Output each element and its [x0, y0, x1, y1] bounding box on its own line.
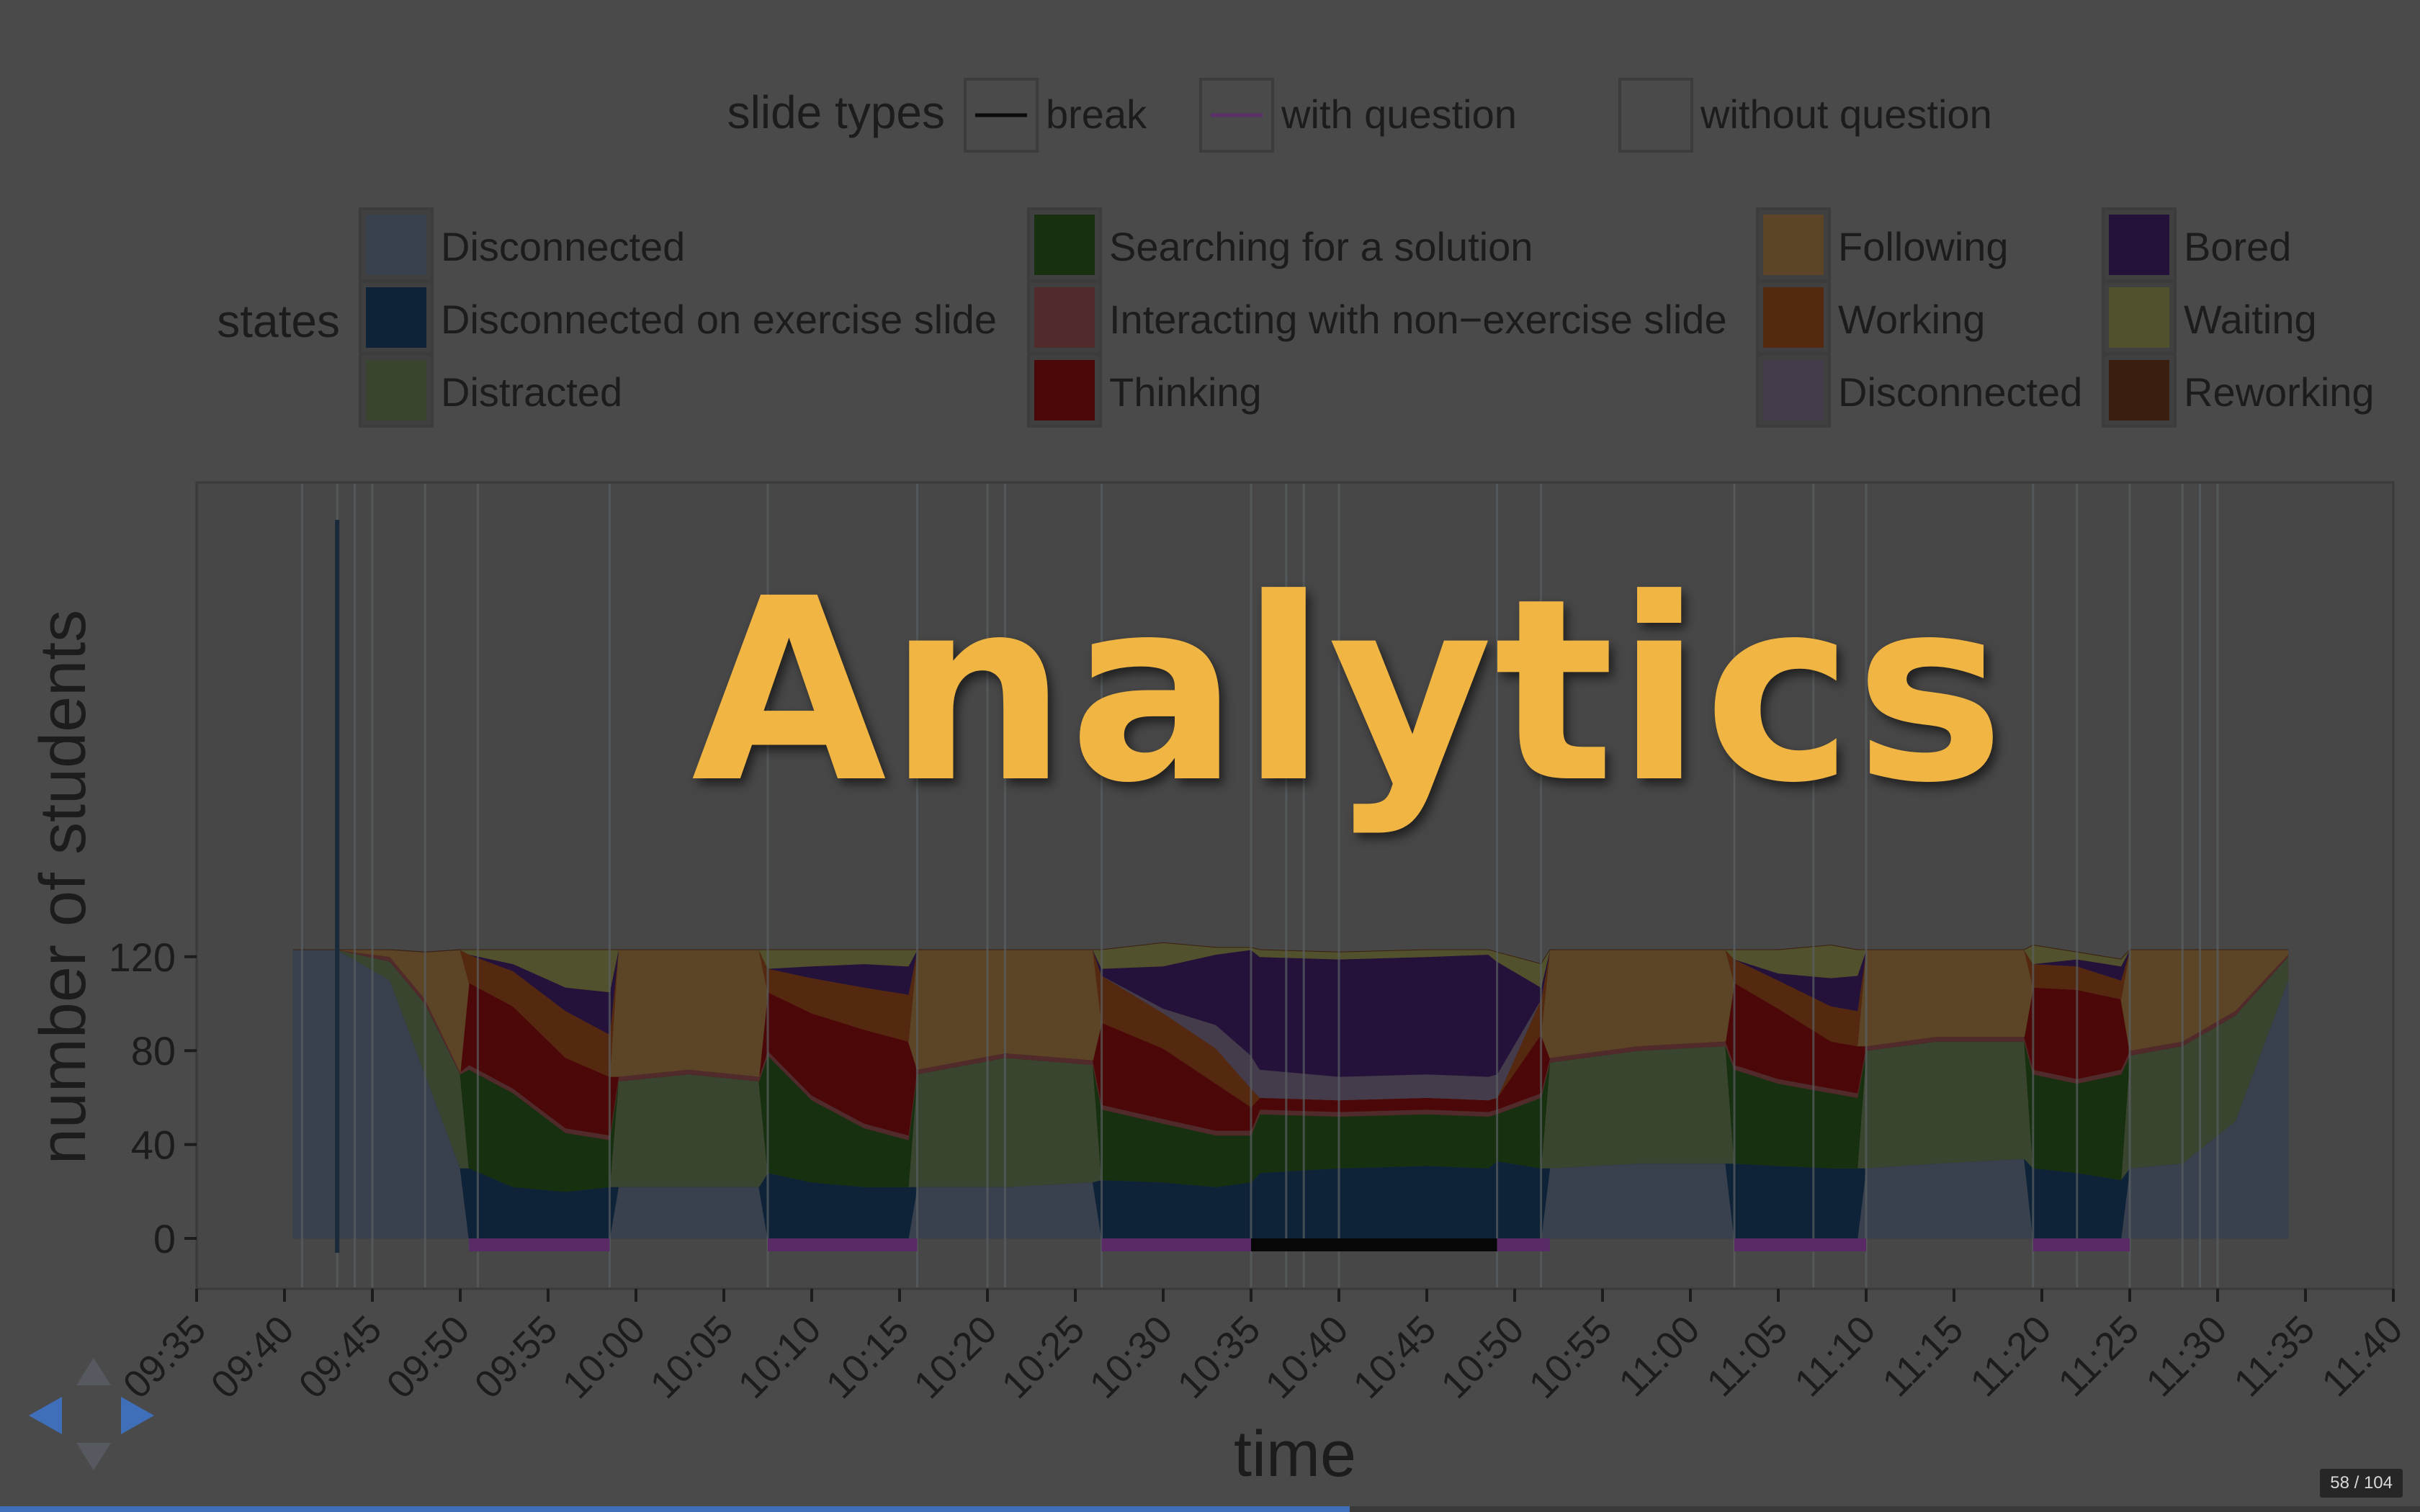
nav-up-arrow-icon[interactable] — [76, 1358, 111, 1385]
legend-swatch-state — [1763, 360, 1824, 420]
x-tick-label: 09:40 — [203, 1308, 302, 1407]
slide-counter: 58 / 104 — [2320, 1469, 2403, 1498]
legend-swatch-state — [2109, 360, 2169, 420]
x-tick-label: 10:05 — [642, 1308, 742, 1407]
area-series — [293, 942, 2288, 965]
progress-bar-fill — [0, 1506, 1350, 1512]
legend-label-slide-type: without question — [1700, 91, 1992, 137]
y-axis: 0 40 80 120 — [109, 935, 197, 1261]
nav-right-arrow-icon[interactable] — [121, 1397, 154, 1434]
x-tick-label: 10:55 — [1521, 1308, 1621, 1407]
x-tick-label: 11:35 — [2226, 1308, 2323, 1405]
x-tick-label: 10:15 — [818, 1308, 918, 1407]
x-tick-label: 09:35 — [115, 1308, 215, 1407]
y-tick-label: 120 — [109, 935, 176, 980]
x-tick-label: 11:10 — [1786, 1308, 1883, 1405]
slide-type-segment — [768, 1238, 918, 1251]
legend-swatch-state — [2109, 287, 2169, 348]
legend-slide-types-title: slide types — [727, 86, 945, 138]
slide-type-strip — [469, 1238, 2130, 1251]
legend-label-slide-type: with question — [1281, 91, 1517, 137]
legend-label-state: Bored — [2184, 224, 2291, 269]
slide-type-segment — [2033, 1238, 2130, 1251]
x-tick-label: 10:50 — [1433, 1308, 1533, 1407]
legend-label-state: Disconnected on exercise slide — [441, 297, 997, 342]
x-tick-label: 10:00 — [555, 1308, 654, 1407]
legend-label-state: Interacting with non−exercise slide — [1109, 297, 1727, 342]
x-tick-label: 10:35 — [1170, 1308, 1269, 1407]
x-tick-label: 09:55 — [467, 1308, 566, 1407]
x-tick-label: 11:25 — [2050, 1308, 2147, 1405]
x-tick-label: 11:00 — [1610, 1308, 1708, 1405]
x-tick-label: 10:45 — [1345, 1308, 1445, 1407]
legend-swatch-state — [366, 360, 426, 420]
legend-swatch-state — [366, 287, 426, 348]
x-tick-label: 09:50 — [379, 1308, 478, 1407]
legend-label-state: Thinking — [1109, 369, 1262, 415]
slide-type-segment — [469, 1238, 610, 1251]
y-tick-label: 80 — [131, 1028, 176, 1074]
legend-swatch-state — [366, 215, 426, 275]
x-tick-label: 10:20 — [906, 1308, 1005, 1407]
y-tick-label: 0 — [153, 1216, 176, 1261]
x-tick-label: 09:45 — [291, 1308, 390, 1407]
legend-swatch-state — [1034, 215, 1095, 275]
x-tick-label: 10:30 — [1082, 1308, 1181, 1407]
x-tick-label: 11:15 — [1874, 1308, 1971, 1405]
x-tick-label: 11:30 — [2138, 1308, 2235, 1405]
legend-label-state: Following — [1838, 224, 2009, 269]
legend-label-state: Waiting — [2184, 297, 2317, 342]
legend-swatch-state — [2109, 215, 2169, 275]
legend-label-slide-type: break — [1046, 91, 1147, 137]
legend-label-state: Disconnected — [1838, 369, 2082, 415]
legend-label-state: Reworking — [2184, 369, 2375, 415]
slide-type-segment — [1251, 1238, 1497, 1251]
nav-down-arrow-icon[interactable] — [76, 1443, 111, 1470]
legend-key-slide-type — [964, 78, 1039, 153]
x-tick-label: 11:20 — [1962, 1308, 2059, 1405]
legend-swatch-state — [1034, 287, 1095, 348]
legend-states-title: states — [217, 295, 340, 347]
legend-swatch-state — [1034, 360, 1095, 420]
slide-type-segment — [1734, 1238, 1866, 1251]
x-tick-label: 10:10 — [730, 1308, 830, 1407]
slide-boundaries — [300, 484, 2219, 1287]
legend-key-slide-type — [1618, 78, 1693, 153]
plot-areas — [292, 942, 2289, 1239]
legend-slide-types: slide types break with question without qu… — [727, 78, 1992, 153]
legend-label-state: Disconnected — [441, 224, 685, 269]
slide-type-segment — [1497, 1238, 1550, 1251]
slide-type-segment — [1101, 1238, 1251, 1251]
x-axis-label: time — [1234, 1418, 1356, 1490]
x-tick-label: 10:40 — [1258, 1308, 1357, 1407]
legend-label-state: Distracted — [441, 369, 622, 415]
legend-states: states Disconnected Disconnected on exerc… — [217, 207, 2375, 428]
nav-left-arrow-icon[interactable] — [29, 1397, 62, 1434]
x-tick-label: 11:05 — [1698, 1308, 1796, 1405]
progress-bar[interactable] — [0, 1506, 2420, 1512]
y-tick-label: 40 — [131, 1122, 176, 1168]
x-tick-label: 10:25 — [994, 1308, 1093, 1407]
slide-title: Analytics — [691, 544, 2007, 838]
legend-label-state: Working — [1838, 297, 1985, 342]
legend-swatch-state — [1763, 215, 1824, 275]
legend-label-state: Searching for a solution — [1109, 224, 1533, 269]
legend-key-slide-type — [1199, 78, 1274, 153]
x-axis: 09:3509:4009:4509:5009:5510:0010:0510:10… — [115, 1289, 2411, 1407]
y-axis-label: number of students — [27, 610, 99, 1164]
x-tick-label: 11:40 — [2313, 1308, 2411, 1405]
legend-swatch-state — [1763, 287, 1824, 348]
